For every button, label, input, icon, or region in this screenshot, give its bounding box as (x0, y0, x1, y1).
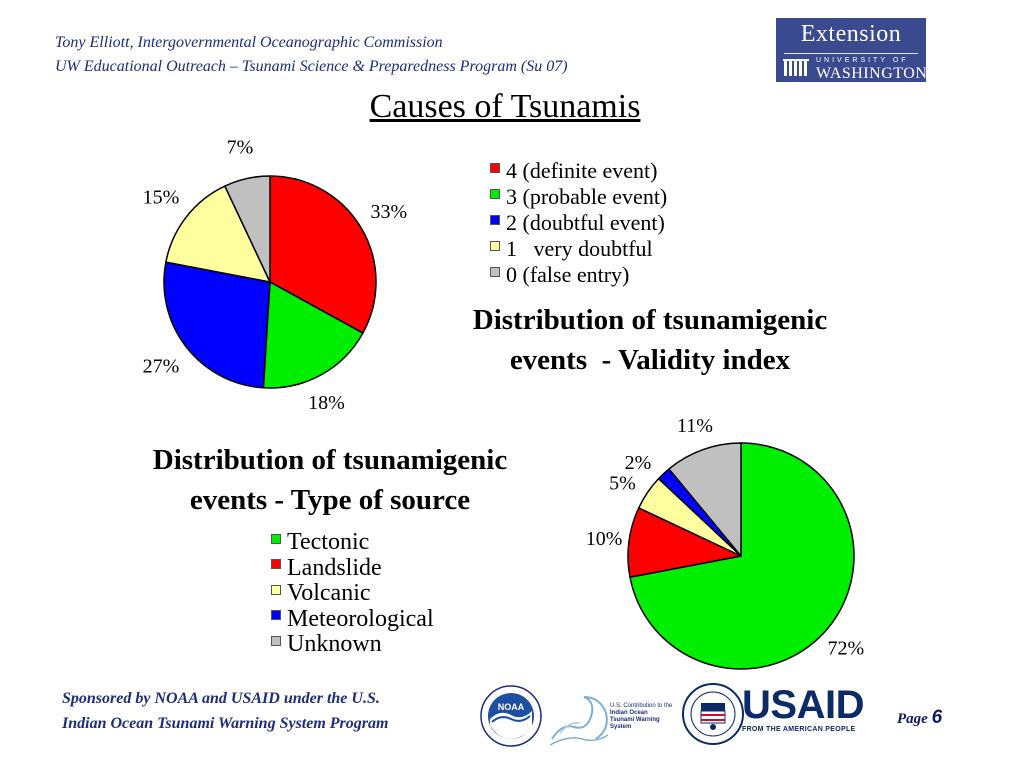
noaa-logo: NOAA (480, 685, 542, 747)
source-chart-title: Distribution of tsunamigenic events - Ty… (152, 444, 508, 516)
validity-chart-title: Distribution of tsunamigenic events - Va… (472, 304, 828, 376)
header-line-1: Tony Elliott, Intergovernmental Oceanogr… (55, 34, 443, 51)
legend-item: Tectonic (271, 529, 434, 556)
legend-label: Tectonic (287, 529, 370, 555)
pie-slice (668, 442, 742, 557)
pie-slice (629, 442, 855, 670)
pie-data-label: 10% (586, 528, 623, 550)
legend-item: Landslide (271, 554, 434, 582)
legend-item: Volcanic (271, 580, 434, 607)
pie-data-label: 2% (625, 452, 652, 474)
legend-label: Meteorological (287, 605, 434, 632)
legend-label: Unknown (287, 631, 382, 657)
iotws-line: Indian Ocean (610, 710, 648, 716)
pie-data-label: 27% (143, 356, 180, 378)
legend-swatch (271, 584, 281, 595)
page-label: Page (897, 711, 928, 727)
page-number: 6 (931, 707, 943, 728)
university-of-text: UNIVERSITY OF (816, 57, 909, 64)
iotws-logo: U.S. Contribution to the Indian Ocean Ts… (548, 683, 678, 753)
legend-swatch (271, 610, 281, 621)
pie-data-label: 7% (227, 136, 254, 158)
pie-slice (163, 261, 271, 389)
legend-item: 1 very doubtful (490, 236, 667, 262)
page-title: Causes of Tsunamis (369, 88, 641, 125)
footer-line-1: Sponsored by NOAA and USAID under the U.… (62, 690, 380, 707)
legend-swatch (490, 163, 500, 173)
iotws-line: Tsunami Warning (610, 717, 660, 723)
pie-data-label: 18% (308, 392, 345, 414)
legend-label: 3 (probable event) (506, 184, 668, 209)
legend-swatch (490, 215, 500, 225)
header-line-2: UW Educational Outreach – Tsunami Scienc… (55, 58, 568, 75)
noaa-text: NOAA (498, 702, 525, 712)
legend-item: 2 (doubtful event) (490, 210, 667, 236)
legend-label: Volcanic (287, 580, 371, 606)
legend-label: 1 very doubtful (506, 236, 653, 261)
pie-data-label: 33% (370, 201, 407, 223)
legend-item: 4 (definite event) (490, 158, 667, 184)
extension-rule (784, 53, 918, 54)
pie-slice (165, 185, 271, 283)
legend-swatch (490, 241, 500, 251)
legend-item: Unknown (271, 631, 434, 658)
legend-swatch (490, 267, 500, 277)
legend-item: 3 (probable event) (490, 184, 667, 210)
iotws-line: U.S. Contribution to the (610, 703, 673, 709)
pie-data-label: 5% (609, 473, 636, 495)
usaid-wordmark: USAID (742, 683, 864, 727)
wave-icon (549, 696, 609, 746)
pie-data-label: 11% (677, 415, 713, 437)
uw-w-emblem-icon (783, 59, 809, 76)
pie-slice (627, 507, 742, 578)
iotws-text: U.S. Contribution to the Indian Ocean Ts… (610, 703, 674, 731)
legend-swatch (271, 559, 281, 570)
legend-label: Landslide (287, 554, 382, 581)
legend-item: 0 (false entry) (490, 262, 667, 288)
legend-swatch (271, 635, 281, 646)
legend-label: 2 (doubtful event) (506, 210, 665, 235)
usaid-seal-logo (682, 683, 744, 745)
usaid-logo: USAID FROM THE AMERICAN PEOPLE (742, 683, 872, 743)
pie-slice (262, 281, 364, 389)
legend-item: Meteorological (271, 605, 434, 633)
pie-slice (224, 175, 271, 283)
legend-label: 0 (false entry) (506, 262, 630, 287)
iotws-line: System (610, 724, 632, 730)
page-indicator: Page 6 (897, 707, 942, 729)
usaid-tagline: FROM THE AMERICAN PEOPLE (742, 726, 856, 733)
uw-extension-logo: Extension UNIVERSITY OF WASHINGTON (776, 18, 928, 82)
legend-swatch (271, 533, 281, 544)
source-legend: Tectonic Landslide Volcanic Meteorologic… (271, 529, 434, 658)
pie-slice (269, 175, 377, 334)
washington-text: WASHINGTON (816, 65, 928, 82)
legend-swatch (490, 189, 500, 199)
footer-line-2: Indian Ocean Tsunami Warning System Prog… (62, 715, 389, 732)
extension-word: Extension (800, 21, 902, 47)
pie-data-label: 72% (827, 638, 864, 660)
legend-label: 4 (definite event) (506, 158, 658, 183)
validity-legend: 4 (definite event) 3 (probable event) 2 … (490, 158, 667, 288)
pie-data-label: 15% (143, 186, 180, 208)
